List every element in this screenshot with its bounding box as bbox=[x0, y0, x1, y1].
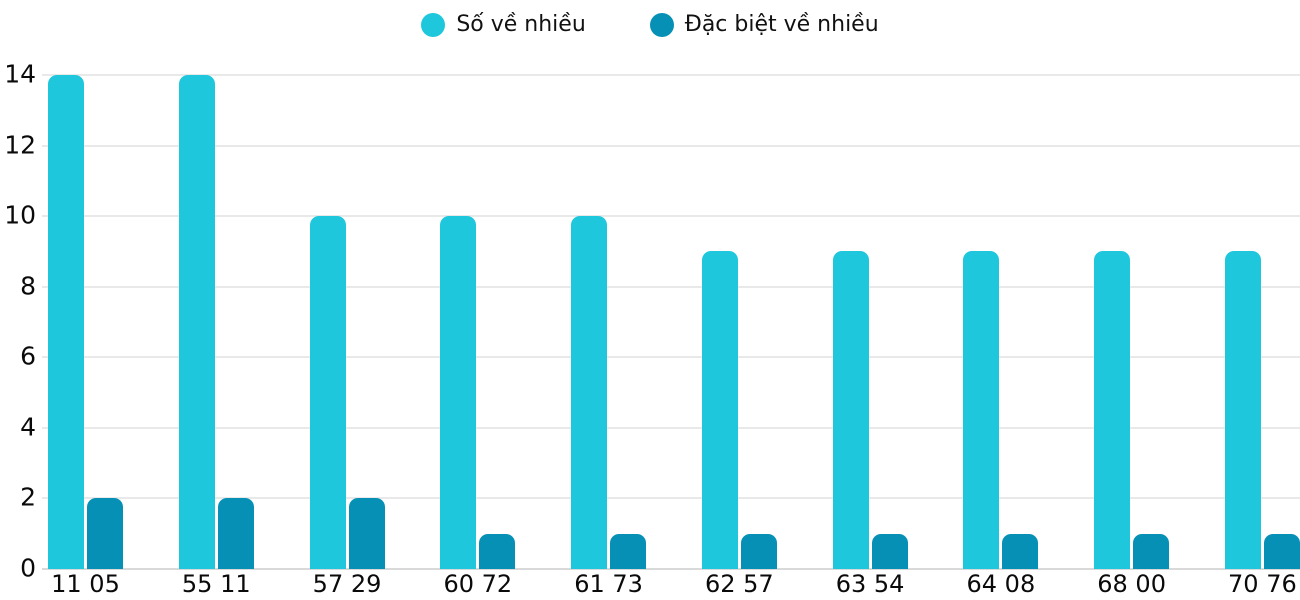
x-tick-label-70-76: 70 76 bbox=[1228, 570, 1297, 598]
gridline-y8 bbox=[42, 285, 1300, 288]
bar-so-ve-nhieu-68-00 bbox=[1094, 251, 1131, 569]
legend-label: Đặc biệt về nhiều bbox=[684, 12, 879, 37]
y-tick-label-10: 10 bbox=[4, 200, 36, 230]
y-tick-label-6: 6 bbox=[20, 341, 36, 371]
y-tick-label-8: 8 bbox=[20, 271, 36, 301]
y-tick-label-2: 2 bbox=[20, 482, 36, 512]
x-tick-label-61-73: 61 73 bbox=[574, 570, 643, 598]
gridline-y10 bbox=[42, 215, 1300, 218]
gridline-y12 bbox=[42, 144, 1300, 147]
y-tick-label-4: 4 bbox=[20, 412, 36, 442]
bar-ac-biet-ve-nhieu-55-11 bbox=[217, 498, 254, 569]
gridline-y4 bbox=[42, 426, 1300, 429]
gridline-y2 bbox=[42, 497, 1300, 500]
bar-ac-biet-ve-nhieu-60-72 bbox=[479, 533, 516, 569]
plot-area: 11 05 55 11 57 29 60 72 61 73 62 57 63 54 64 08… bbox=[42, 75, 1300, 596]
bar-ac-biet-ve-nhieu-64-08 bbox=[1002, 533, 1039, 569]
bar-so-ve-nhieu-70-76 bbox=[1224, 251, 1261, 569]
bar-so-ve-nhieu-60-72 bbox=[440, 216, 477, 569]
bar-group-62-57: 62 57 bbox=[701, 75, 777, 596]
x-tick-label-11-05: 11 05 bbox=[51, 570, 120, 598]
x-tick-label-57-29: 57 29 bbox=[312, 570, 382, 598]
legend-label: Số về nhiều bbox=[456, 12, 586, 37]
bar-group-64-08: 64 08 bbox=[963, 75, 1039, 596]
y-tick-label-14: 14 bbox=[4, 59, 36, 89]
bar-ac-biet-ve-nhieu-70-76 bbox=[1263, 533, 1300, 569]
bar-so-ve-nhieu-64-08 bbox=[963, 251, 1000, 569]
gridline-y14 bbox=[42, 74, 1300, 76]
bar-so-ve-nhieu-61-73 bbox=[571, 216, 608, 569]
bar-group-68-00: 68 00 bbox=[1094, 75, 1170, 596]
gridline-y6 bbox=[42, 356, 1300, 359]
bar-ac-biet-ve-nhieu-61-73 bbox=[610, 533, 647, 569]
bar-so-ve-nhieu-57-29 bbox=[309, 216, 346, 569]
bar-group-60-72: 60 72 bbox=[440, 75, 516, 596]
gridline-y0 bbox=[42, 568, 1300, 570]
legend: Số về nhiều Đặc biệt về nhiều bbox=[0, 12, 1300, 37]
bar-ac-biet-ve-nhieu-68-00 bbox=[1133, 533, 1170, 569]
bar-group-70-76: 70 76 bbox=[1224, 75, 1300, 596]
x-tick-label-64-08: 64 08 bbox=[966, 570, 1036, 598]
x-tick-label-60-72: 60 72 bbox=[443, 570, 513, 598]
bar-so-ve-nhieu-63-54 bbox=[832, 251, 869, 569]
bar-ac-biet-ve-nhieu-62-57 bbox=[740, 533, 777, 569]
bar-so-ve-nhieu-55-11 bbox=[178, 75, 215, 569]
legend-item-ac-biet-ve-nhieu[interactable]: Đặc biệt về nhiều bbox=[649, 12, 879, 37]
x-tick-label-55-11: 55 11 bbox=[181, 570, 251, 598]
bar-so-ve-nhieu-11-05 bbox=[48, 75, 84, 569]
legend-item-so-ve-nhieu[interactable]: Số về nhiều bbox=[421, 12, 586, 37]
bar-ac-biet-ve-nhieu-63-54 bbox=[871, 533, 908, 569]
legend-swatch-icon bbox=[421, 12, 446, 37]
bar-so-ve-nhieu-62-57 bbox=[701, 251, 738, 569]
legend-swatch-icon bbox=[649, 12, 674, 37]
bar-ac-biet-ve-nhieu-57-29 bbox=[348, 498, 385, 569]
bar-group-55-11: 55 11 bbox=[178, 75, 254, 596]
x-tick-label-68-00: 68 00 bbox=[1097, 570, 1166, 598]
bar-group-57-29: 57 29 bbox=[309, 75, 385, 596]
y-tick-label-12: 12 bbox=[4, 130, 36, 160]
bar-group-61-73: 61 73 bbox=[571, 75, 647, 596]
bar-group-11-05: 11 05 bbox=[48, 75, 123, 596]
x-tick-label-63-54: 63 54 bbox=[835, 570, 905, 598]
bar-group-63-54: 63 54 bbox=[832, 75, 908, 596]
bar-ac-biet-ve-nhieu-11-05 bbox=[87, 498, 123, 569]
x-tick-label-62-57: 62 57 bbox=[704, 570, 774, 598]
y-tick-label-0: 0 bbox=[20, 553, 36, 583]
